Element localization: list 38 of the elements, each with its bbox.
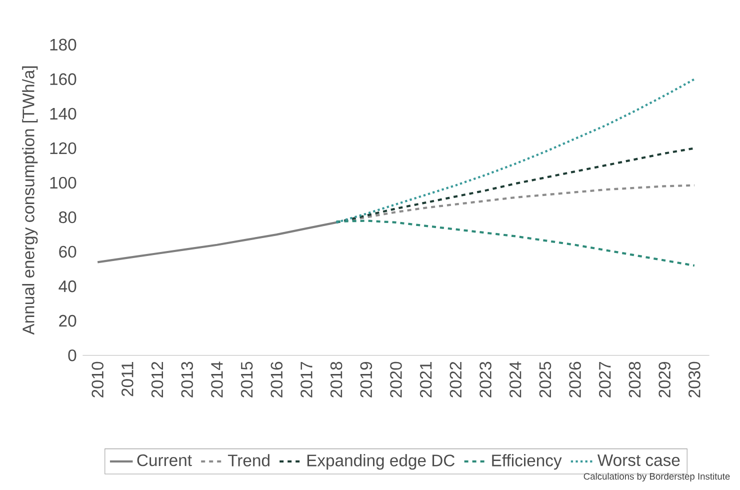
x-tick-label: 2028 bbox=[628, 362, 641, 398]
y-axis-title: Annual energy consumption [TWh/a] bbox=[22, 66, 38, 335]
x-tick-label: 2016 bbox=[270, 362, 283, 398]
y-tick-label: 60 bbox=[59, 246, 76, 258]
x-tick-label: 2020 bbox=[390, 362, 402, 398]
y-tick-label: 180 bbox=[50, 38, 76, 51]
x-tick-label: 2025 bbox=[539, 362, 552, 398]
x-tick-label: 2013 bbox=[181, 362, 194, 398]
y-tick-label: 140 bbox=[50, 108, 76, 120]
y-tick-label: 0 bbox=[68, 349, 76, 362]
x-tick-label: 2026 bbox=[569, 362, 581, 398]
text: Calculations by Borderstep Institute bbox=[584, 472, 730, 482]
x-tick-label: 2019 bbox=[360, 362, 372, 398]
x-tick-label: 2011 bbox=[122, 362, 134, 396]
x-tick-label: 2027 bbox=[599, 362, 611, 398]
legend-label: Expanding edge DC bbox=[307, 454, 455, 470]
x-tick-label: 2018 bbox=[330, 362, 342, 398]
y-tick-label: 20 bbox=[59, 314, 76, 327]
y-tick-label: 120 bbox=[50, 142, 76, 154]
x-tick-label: 2024 bbox=[509, 362, 522, 398]
x-tick-label: 2030 bbox=[688, 362, 700, 398]
x-tick-label: 2023 bbox=[480, 362, 492, 398]
x-tick-label: 2021 bbox=[420, 362, 432, 398]
x-tick-label: 2029 bbox=[658, 362, 670, 398]
x-tick-label: 2015 bbox=[240, 362, 253, 398]
legend-label: Efficiency bbox=[492, 454, 562, 470]
y-tick-label: 80 bbox=[59, 211, 76, 224]
x-tick-label: 2012 bbox=[151, 362, 164, 398]
x-tick-label: 2010 bbox=[92, 362, 104, 398]
x-tick-label: 2017 bbox=[300, 362, 312, 398]
legend-label: Current bbox=[137, 454, 192, 466]
y-tick-label: 40 bbox=[58, 280, 76, 292]
y-tick-label: 100 bbox=[50, 176, 76, 189]
x-tick-label: 2014 bbox=[211, 362, 223, 398]
x-tick-label: 2022 bbox=[450, 362, 462, 398]
legend-label: Worst case bbox=[597, 454, 680, 466]
legend-label: Trend bbox=[228, 454, 270, 466]
y-tick-label: 160 bbox=[50, 73, 76, 86]
